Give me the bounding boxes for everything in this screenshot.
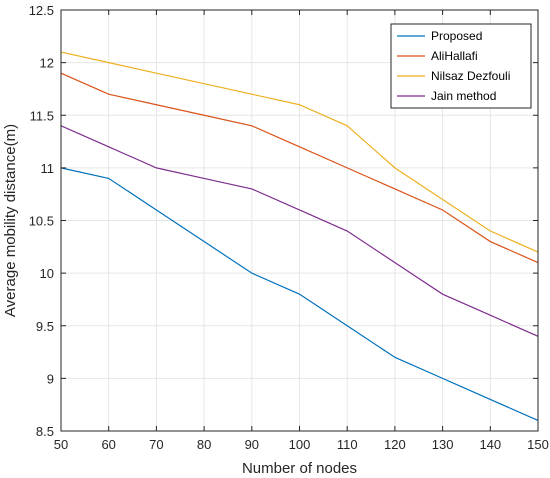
- x-tick-label: 70: [149, 437, 163, 452]
- legend-box: [390, 23, 532, 109]
- y-tick-label: 11: [41, 161, 55, 176]
- x-tick-label: 80: [197, 437, 211, 452]
- y-tick-label: 8.5: [36, 424, 54, 439]
- x-tick-label: 150: [527, 437, 549, 452]
- x-tick-label: 60: [101, 437, 115, 452]
- y-tick-label: 12: [40, 56, 54, 71]
- y-tick-label: 9: [47, 371, 54, 386]
- x-tick-label: 50: [54, 437, 68, 452]
- x-tick-label: 110: [337, 437, 358, 452]
- y-tick-label: 9.5: [36, 319, 54, 334]
- legend-label-nilsaz-dezfouli: Nilsaz Dezfouli: [431, 69, 510, 83]
- series-lines: [60, 51, 539, 422]
- x-tick-label: 90: [245, 437, 259, 452]
- y-axis-label: Average mobility distance(m): [2, 124, 19, 317]
- legend-label-proposed: Proposed: [431, 29, 482, 43]
- legend-label-alihallafi: AliHallafi: [431, 49, 478, 63]
- y-tick-label: 11.5: [30, 108, 54, 123]
- tick-labels: 50 60 70 80 90 100 110 120 130 140 150 8.5 9 9.5 10 10.…: [29, 3, 549, 452]
- axes: [60, 9, 539, 432]
- series-line-proposed: [60, 167, 539, 422]
- x-tick-label: 140: [479, 437, 501, 452]
- legend: Proposed AliHallafi Nilsaz Dezfouli Jain me…: [390, 23, 532, 109]
- x-tick-label: 130: [432, 437, 454, 452]
- x-tick-label: 100: [289, 437, 311, 452]
- y-tick-label: 10.5: [29, 214, 54, 229]
- x-axis-label: Number of nodes: [242, 460, 357, 477]
- y-tick-label: 10: [40, 266, 54, 281]
- y-tick-label: 12.5: [29, 3, 54, 18]
- x-tick-label: 120: [384, 437, 406, 452]
- series-line-nilsaz-dezfouli: [60, 51, 539, 253]
- series-line-jain-method: [60, 125, 539, 337]
- series-line-alihallafi: [60, 72, 539, 264]
- legend-label-jain-method: Jain method: [431, 89, 496, 103]
